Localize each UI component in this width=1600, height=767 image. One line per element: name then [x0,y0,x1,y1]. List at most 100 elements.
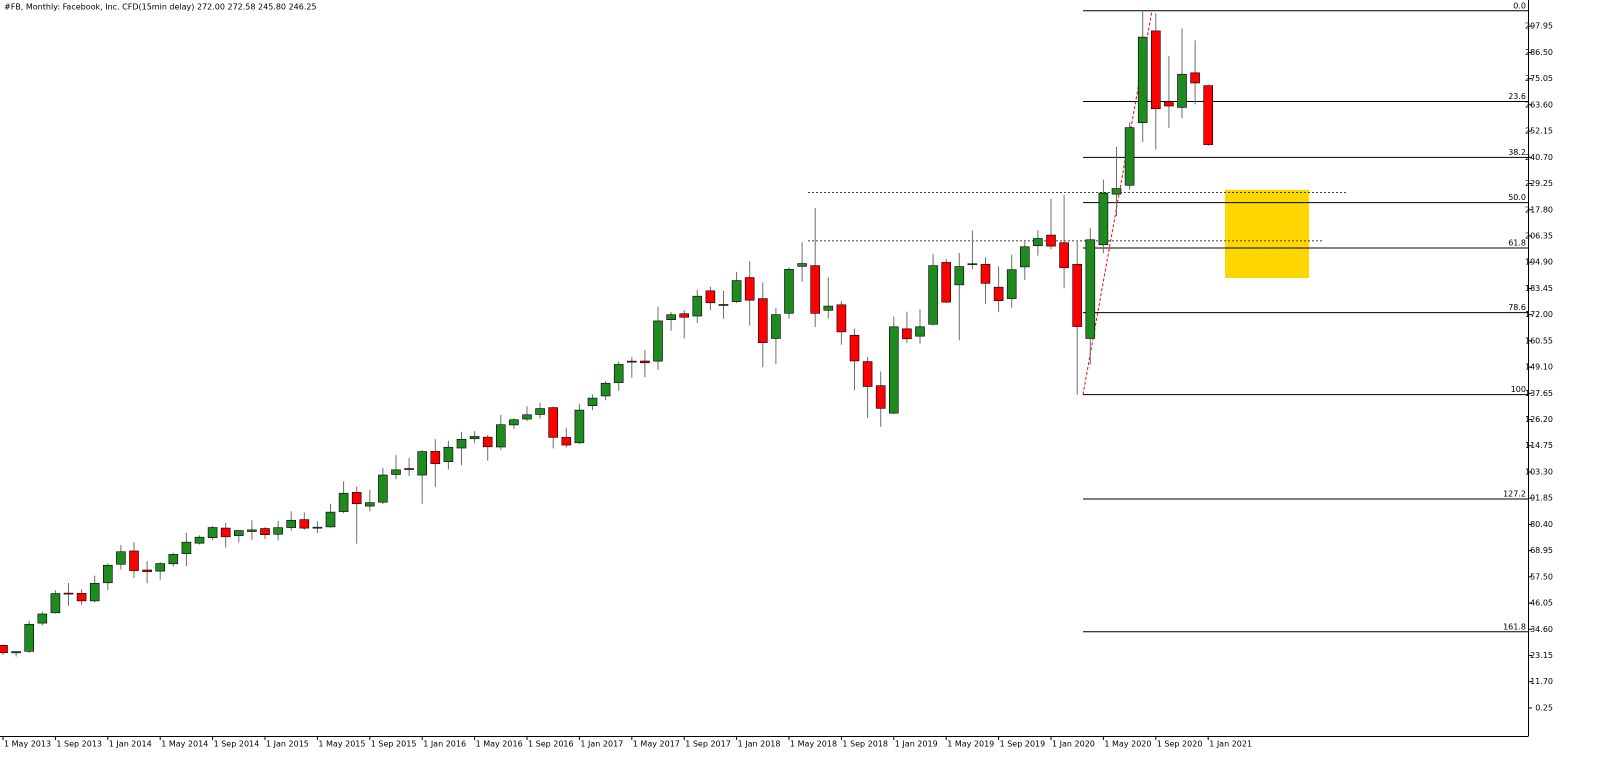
candle-body [129,550,139,571]
y-tick-label: 206.35 [1525,231,1553,240]
candle-body [574,409,585,444]
y-tick-label: 137.65 [1525,389,1553,398]
x-tick-label: 1 Jan 2017 [580,740,623,749]
candle-body [941,262,952,303]
candle-body [967,263,978,266]
candle-body [561,437,572,446]
candle-body [548,407,559,438]
candle-body [1124,127,1135,186]
candle-body [443,446,454,462]
candle-body [495,424,506,448]
candle-body [613,364,624,383]
candle-body [679,313,690,318]
candle-body [535,408,545,415]
candle-body [1006,269,1017,299]
candle-body [338,492,349,512]
x-tick-label: 1 May 2015 [318,740,365,749]
candle-body [312,526,323,529]
candle-body [653,320,663,362]
fibo-label: 100 [1511,385,1526,394]
candle-body [299,519,310,529]
y-tick-label: 0.25 [1535,703,1553,712]
candle-body [325,511,336,528]
x-tick-label: 1 May 2013 [4,740,51,749]
candle-body [417,451,428,476]
y-tick-label: 103.30 [1525,467,1553,476]
x-tick-label: 1 Sep 2013 [56,740,102,749]
candle-body [849,334,860,362]
x-tick-label: 1 May 2016 [476,740,523,749]
candle-body [1137,36,1148,124]
y-tick-label: 34.60 [1530,625,1553,634]
candle-body [823,305,834,311]
candle-body [404,468,414,470]
x-tick-label: 1 Sep 2016 [528,740,574,749]
x-tick-label: 1 Sep 2020 [1157,740,1203,749]
y-tick-label: 263.60 [1525,100,1553,109]
candle-body [1177,73,1187,108]
y-tick-label: 297.95 [1525,22,1553,31]
candle-body [626,360,637,363]
y-tick-label: 229.25 [1525,179,1553,188]
y-tick-label: 286.50 [1525,48,1553,57]
candle-body [89,583,100,602]
fibo-label: 0.0 [1513,1,1526,10]
y-tick-label: 80.40 [1530,520,1553,529]
candle-body [993,286,1004,302]
fibo-label: 61.8 [1508,239,1526,248]
candle-body [587,397,598,406]
x-tick-label: 1 Jan 2018 [738,740,781,749]
fibo-label: 127.2 [1503,489,1526,498]
candle-body [954,266,965,286]
candle-body [692,295,703,317]
x-tick-label: 1 Sep 2019 [1000,740,1046,749]
x-tick-label: 1 Jan 2014 [109,740,152,749]
y-tick-label: 183.45 [1525,284,1553,293]
candle-body [718,304,729,306]
candle-body [509,419,519,426]
candle-body [194,536,205,544]
y-tick-label: 57.50 [1530,572,1553,581]
candle-body [273,527,283,535]
candle-body [797,263,807,267]
fibo-label: 78.6 [1508,303,1526,312]
candle-body [155,563,165,572]
y-tick-label: 126.20 [1525,415,1553,424]
candle-body [600,382,611,397]
candle-body [378,474,388,503]
candle-body [116,551,126,565]
fibo-label: 38.2 [1508,148,1526,157]
x-tick-label: 1 Sep 2018 [842,740,888,749]
candle-body [1072,263,1082,327]
candle-body [705,290,716,304]
zone [1225,189,1309,279]
candle-body [286,519,297,528]
candle-body [24,623,35,652]
candle-body [757,298,768,343]
x-tick-label: 1 Jan 2015 [266,740,309,749]
candle-body [784,269,794,314]
candle-body [928,265,938,325]
candle-body [744,277,755,301]
candle-body [364,502,375,507]
candle-body [888,326,899,414]
candle-body [1151,30,1161,110]
x-tick-label: 1 Jan 2021 [1209,740,1252,749]
candle-body [980,263,991,284]
candle-body [142,569,152,572]
candle-body [1098,192,1109,246]
candle-body [1019,246,1030,268]
x-tick-label: 1 Jan 2019 [895,740,938,749]
candle-body [875,385,886,409]
candle-body [0,645,8,654]
y-tick-label: 11.70 [1530,677,1553,686]
candle-body [247,529,257,532]
candle-body [666,314,676,320]
candle-body [76,593,87,602]
candle-body [234,530,244,536]
x-tick-label: 1 May 2019 [947,740,994,749]
y-tick-label: 114.75 [1525,441,1553,450]
x-tick-label: 1 May 2020 [1104,740,1151,749]
candle-body [220,527,231,538]
